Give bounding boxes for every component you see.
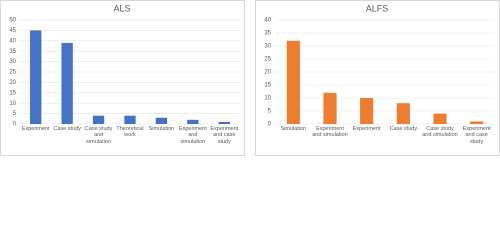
x-label-box: Experiment and simulation [178, 126, 207, 145]
y-tick-label: 25 [264, 57, 271, 63]
y-tick-label: 40 [9, 38, 16, 44]
y-tick-label: 15 [264, 83, 271, 89]
x-tick-label: Simulation [280, 126, 307, 132]
x-label-box: Experiment and simulation [312, 126, 348, 139]
y-tick-label: 0 [268, 122, 272, 128]
bar [124, 115, 136, 124]
y-tick-label: 5 [268, 109, 272, 115]
x-tick-label: Case study [53, 126, 81, 132]
chart-title: ALFS [366, 3, 389, 13]
x-label-box: Experiment and case study [210, 126, 239, 145]
x-label-box: Experiment [352, 126, 381, 132]
y-tick-label: 15 [9, 90, 16, 96]
x-label-box: Case study and simulation [84, 126, 113, 145]
bar [286, 40, 300, 124]
x-tick-label: Theoretical work [116, 126, 144, 139]
x-label-box: Case study and simulation [422, 126, 458, 139]
y-tick-label: 50 [9, 18, 16, 24]
bar [218, 121, 230, 124]
x-tick-label: Experiment and case study [210, 126, 239, 145]
y-tick-label: 45 [9, 28, 16, 34]
y-tick-label: 30 [264, 44, 271, 50]
x-tick-label: Case study and simulation [422, 126, 458, 139]
y-tick-label: 35 [264, 31, 271, 37]
y-tick-label: 30 [9, 59, 16, 65]
x-tick-label: Case study [389, 126, 418, 132]
bar [360, 98, 374, 124]
y-tick-label: 25 [9, 70, 16, 76]
x-label-box: Experiment [21, 126, 50, 132]
bar [187, 119, 199, 124]
bar [470, 121, 484, 124]
y-tick-label: 40 [264, 18, 271, 24]
bar [30, 30, 42, 124]
x-tick-label: Experiment and simulation [312, 126, 348, 139]
y-tick-label: 0 [13, 122, 17, 128]
y-tick-label: 35 [9, 49, 16, 55]
x-label-box: Case study [389, 126, 418, 132]
x-label-box: Theoretical work [116, 126, 144, 139]
x-tick-label: Case study and simulation [84, 126, 113, 145]
x-label-box: Simulation [280, 126, 307, 132]
y-tick-label: 20 [9, 80, 16, 86]
bar [433, 113, 447, 124]
x-label-box: Simulation [148, 126, 175, 132]
x-tick-label: Experiment and simulation [178, 126, 207, 145]
y-tick-label: 10 [9, 101, 16, 107]
bar [396, 103, 410, 124]
x-label-box: Case study [53, 126, 81, 132]
bar [155, 117, 168, 124]
x-tick-label: Experiment [352, 126, 381, 132]
y-tick-label: 10 [264, 96, 271, 102]
y-tick-label: 5 [13, 111, 17, 117]
chart-title: ALS [113, 3, 130, 13]
x-label-box: Experiment and case study [462, 126, 491, 145]
y-tick-label: 20 [264, 70, 271, 76]
x-tick-label: Experiment [21, 126, 50, 132]
bar [61, 42, 73, 124]
bar [323, 92, 337, 124]
x-tick-label: Experiment and case study [462, 126, 491, 145]
bar [92, 115, 105, 124]
x-tick-label: Simulation [148, 126, 175, 132]
